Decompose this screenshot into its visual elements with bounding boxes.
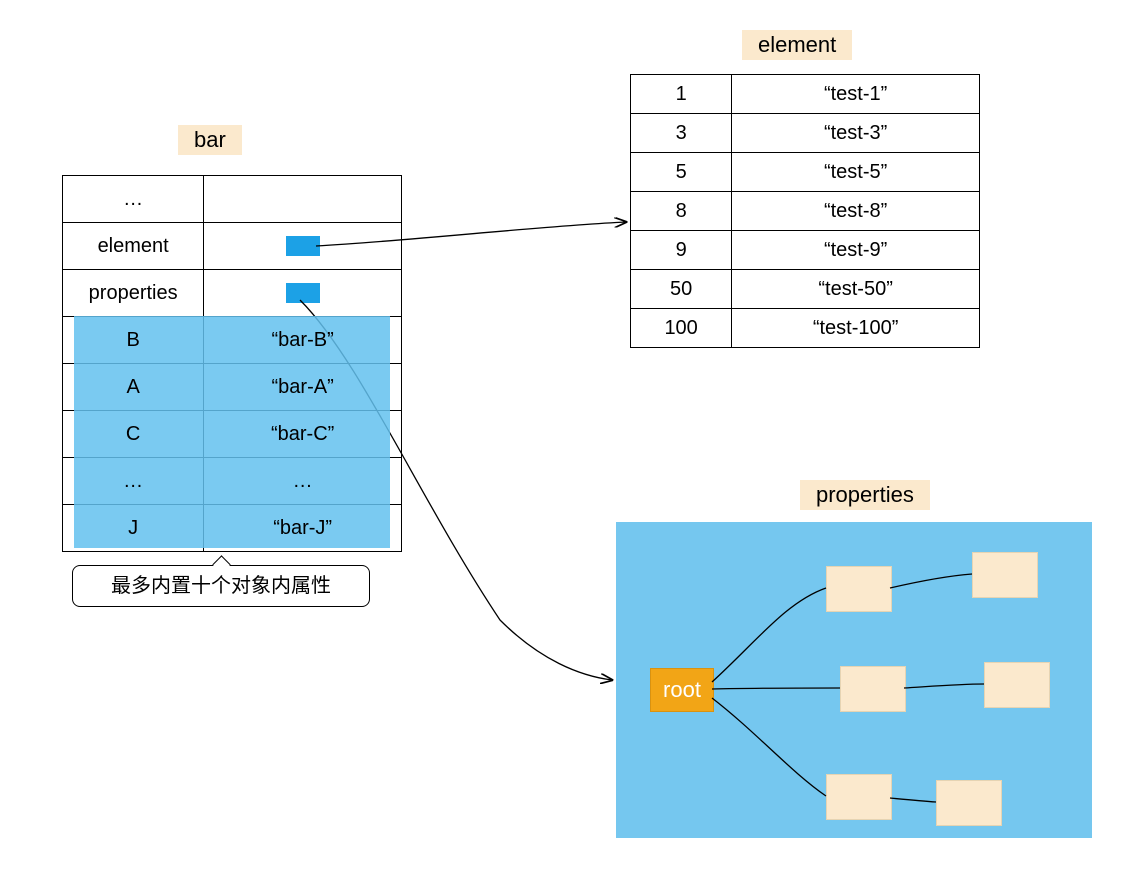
root-label: root: [663, 677, 701, 702]
element-row: 1“test-1”: [631, 75, 980, 114]
bar-inline-prop: B“bar-B”: [63, 317, 402, 364]
bar-inline-prop: A“bar-A”: [63, 364, 402, 411]
bar-inline-prop: C“bar-C”: [63, 411, 402, 458]
inline-props-note: 最多内置十个对象内属性: [72, 565, 370, 607]
element-row: 8“test-8”: [631, 192, 980, 231]
bar-row-element: element: [63, 223, 402, 270]
bar-key: properties: [63, 270, 204, 317]
bar-inline-prop: J“bar-J”: [63, 505, 402, 552]
properties-title: properties: [816, 482, 914, 507]
tree-node: [972, 552, 1038, 598]
pointer-icon: [286, 283, 320, 303]
bar-title-chip: bar: [178, 125, 242, 155]
tree-node: [984, 662, 1050, 708]
tree-node: [826, 774, 892, 820]
bar-val-pointer: [204, 223, 402, 270]
element-row: 50“test-50”: [631, 270, 980, 309]
tree-node: [826, 566, 892, 612]
diagram-stage: bar … element properties B“bar-B” A“bar-…: [0, 0, 1142, 876]
tree-root-node: root: [650, 668, 714, 712]
bar-key: …: [63, 176, 204, 223]
bar-val-pointer: [204, 270, 402, 317]
element-title: element: [758, 32, 836, 57]
properties-panel: root: [616, 522, 1092, 838]
bar-inline-prop: ……: [63, 458, 402, 505]
properties-title-chip: properties: [800, 480, 930, 510]
element-row: 3“test-3”: [631, 114, 980, 153]
bar-val: [204, 176, 402, 223]
element-title-chip: element: [742, 30, 852, 60]
bar-table: … element properties B“bar-B” A“bar-A” C…: [62, 175, 402, 552]
tree-node: [840, 666, 906, 712]
bar-row-properties: properties: [63, 270, 402, 317]
element-row: 9“test-9”: [631, 231, 980, 270]
pointer-icon: [286, 236, 320, 256]
element-row: 100“test-100”: [631, 309, 980, 348]
bar-title: bar: [194, 127, 226, 152]
note-text: 最多内置十个对象内属性: [111, 575, 331, 597]
element-table: 1“test-1” 3“test-3” 5“test-5” 8“test-8” …: [630, 74, 980, 348]
element-row: 5“test-5”: [631, 153, 980, 192]
bar-key: element: [63, 223, 204, 270]
bar-row-ellipsis: …: [63, 176, 402, 223]
tree-node: [936, 780, 1002, 826]
